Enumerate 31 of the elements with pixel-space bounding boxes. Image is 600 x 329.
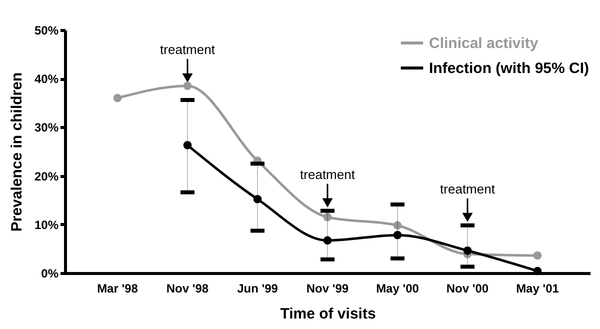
x-tick-label: Nov '98 xyxy=(166,282,209,296)
point xyxy=(183,141,192,150)
y-tick-label: 0% xyxy=(41,266,59,280)
point xyxy=(183,82,192,90)
y-tick-label: 10% xyxy=(34,218,59,232)
x-tick-label: Jun '99 xyxy=(237,282,278,296)
x-tick-label: May '00 xyxy=(376,282,420,296)
x-tick-label: Nov '00 xyxy=(446,282,489,296)
y-tick-label: 50% xyxy=(34,24,59,38)
point xyxy=(393,221,402,230)
point xyxy=(113,94,122,102)
x-tick-label: May '01 xyxy=(516,282,560,296)
point xyxy=(253,194,262,204)
legend-label: Infection (with 95% CI) xyxy=(429,60,590,77)
y-tick-label: 30% xyxy=(34,120,59,135)
annotation: treatment xyxy=(160,42,216,57)
legend-label: Clinical activity xyxy=(429,35,539,52)
x-axis-title: Time of visits xyxy=(280,306,376,322)
y-axis-title: Prevalence in children xyxy=(8,72,26,232)
point xyxy=(323,236,332,245)
y-tick-label: 40% xyxy=(34,72,59,86)
annotation: treatment xyxy=(440,181,496,196)
annotation: treatment xyxy=(300,166,356,182)
y-tick-label: 20% xyxy=(34,169,59,184)
x-tick-label: Nov '99 xyxy=(306,282,349,296)
point xyxy=(323,212,332,222)
point xyxy=(533,266,542,276)
x-tick-label: Mar '98 xyxy=(97,282,138,296)
point xyxy=(533,251,542,260)
point xyxy=(393,230,402,240)
point xyxy=(463,246,472,255)
